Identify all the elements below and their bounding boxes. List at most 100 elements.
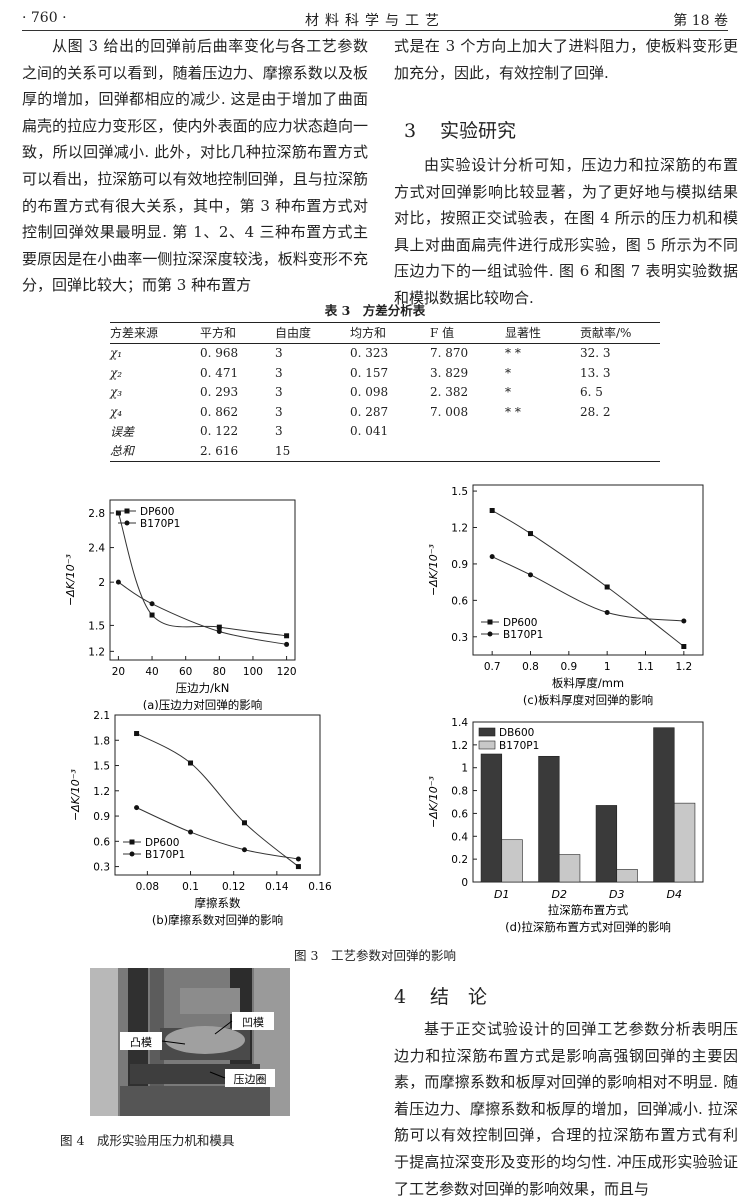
y-tick-label: 1.2 (88, 646, 105, 658)
y-tick-label: 2 (98, 577, 105, 589)
data-point (188, 760, 194, 766)
section-4-body: 基于正交试验设计的回弹工艺参数分析表明压边力和拉深筋布置方式是影响高强钢回弹的主… (394, 1016, 738, 1202)
table-header-cell: 方差来源 (110, 326, 159, 341)
table-cell: * (505, 365, 511, 380)
data-point (134, 805, 140, 811)
bar (538, 755, 560, 883)
table-row: 总和 2. 616 15 (110, 441, 660, 461)
table-cell: 0. 122 (200, 424, 239, 439)
y-tick-label: 0.3 (451, 632, 468, 644)
label-punch: 凸模 (130, 1036, 152, 1049)
legend-label: B170P1 (499, 740, 539, 752)
legend-label: B170P1 (503, 629, 543, 641)
x-tick-label: D2 (552, 888, 567, 901)
y-tick-label: 0.9 (93, 811, 110, 823)
legend-marker (124, 508, 130, 514)
table-cell (430, 441, 505, 461)
series-line (491, 556, 684, 622)
legend-swatch (478, 740, 496, 750)
series-line (117, 512, 287, 637)
y-tick-label: 1.8 (93, 735, 110, 747)
x-tick-label: 0.12 (222, 881, 245, 893)
table-header-cell: 自由度 (275, 326, 312, 341)
table-cell: 7. 870 (430, 346, 469, 361)
table-cell (580, 441, 660, 461)
data-point (528, 572, 533, 578)
x-tick-label: 120 (277, 666, 297, 678)
y-axis-label: −ΔK/10⁻³ (64, 553, 77, 605)
y-tick-label: 1.2 (451, 523, 468, 535)
table-cell: χ₃ (110, 385, 123, 400)
x-tick-label: D4 (667, 888, 682, 901)
x-tick-label: 1.2 (675, 661, 692, 673)
data-point (149, 601, 155, 607)
x-tick-label: 0.8 (522, 661, 539, 673)
legend-label: DP600 (503, 617, 537, 629)
bar (480, 753, 503, 883)
x-tick-label: 0.14 (265, 881, 289, 893)
y-tick-label: 0.2 (451, 854, 468, 866)
right-column-top: 式是在 3 个方向上加大了进料阻力，使板料变形更加充分，因此，有效控制了回弹. (394, 33, 738, 86)
section-title: 结 论 (430, 986, 488, 1008)
y-tick-label: 1.2 (451, 740, 468, 752)
series-line (136, 733, 299, 867)
table-cell: 0. 968 (200, 346, 239, 361)
table-header-cell: 贡献率/% (580, 326, 632, 341)
data-point (241, 847, 247, 853)
plot-frame (109, 499, 296, 661)
body-paragraph: 从图 3 给出的回弹前后曲率变化与各工艺参数之间的关系可以看到，随着压边力、摩擦… (22, 37, 368, 295)
section-number: 3 (404, 120, 417, 142)
table-cell: 误差 (110, 424, 135, 439)
bar (653, 727, 675, 883)
data-point (134, 731, 140, 737)
x-tick-label: 0.16 (308, 881, 332, 893)
section-3-body: 由实验设计分析可知，压边力和拉深筋的布置方式对回弹影响比较显著，为了更好地与模拟… (394, 152, 738, 312)
y-axis-label: −ΔK/10⁻³ (69, 768, 82, 820)
running-header: · 760 · 材料科学与工艺 第 18 卷 (22, 8, 728, 31)
x-tick-label: 1.1 (637, 661, 654, 673)
y-tick-label: 1 (461, 763, 468, 775)
table-cell: 2. 382 (430, 385, 469, 400)
bar (501, 839, 523, 883)
y-tick-label: 0.6 (451, 808, 468, 820)
table-cell: 28. 2 (580, 404, 611, 419)
data-point (681, 644, 687, 649)
chart-caption: (b)摩擦系数对回弹的影响 (152, 913, 283, 927)
table-cell: * (505, 385, 511, 400)
data-point (115, 510, 121, 516)
table-header-cell: 显著性 (505, 326, 542, 341)
table-cell: 0. 157 (350, 365, 389, 380)
table-header-cell: F 值 (430, 326, 455, 341)
plot-frame (472, 721, 704, 883)
data-point (149, 612, 155, 618)
table-cell: 0. 293 (200, 385, 239, 400)
section-3-heading: 3 实验研究 (404, 116, 516, 143)
data-point (604, 610, 610, 615)
y-tick-label: 0.3 (93, 862, 110, 874)
section-title: 实验研究 (440, 120, 517, 142)
table-cell: 2. 616 (200, 443, 239, 458)
y-axis-label: −ΔK/10⁻³ (428, 775, 440, 827)
bar (558, 854, 581, 883)
table-cell: χ₄ (110, 404, 123, 419)
table-cell: 0. 862 (200, 404, 239, 419)
table-cell: * * (505, 404, 521, 419)
variance-table: 方差来源 平方和 自由度 均方和 F 值 显著性 贡献率/% χ₁ 0. 968 3 0. 323… (110, 322, 660, 462)
table-cell: 0. 098 (350, 385, 389, 400)
chart-caption: (c)板料厚度对回弹的影响 (523, 693, 653, 707)
journal-title: 材料科学与工艺 (305, 13, 445, 29)
table-cell: 0. 287 (350, 404, 389, 419)
data-point (284, 633, 290, 639)
x-tick-label: 20 (112, 666, 125, 678)
x-axis-label: 摩擦系数 (195, 896, 241, 910)
table-row: χ₄ 0. 862 3 0. 287 7. 008 * * 28. 2 (110, 402, 660, 422)
table-cell (505, 441, 580, 461)
x-tick-label: D1 (494, 888, 509, 901)
legend-swatch (478, 727, 496, 737)
series-line (491, 510, 685, 647)
table-cell: 3 (275, 346, 283, 361)
x-tick-label: 0.1 (182, 881, 199, 893)
x-tick-label: 0.9 (560, 661, 577, 673)
legend-marker (129, 839, 135, 845)
